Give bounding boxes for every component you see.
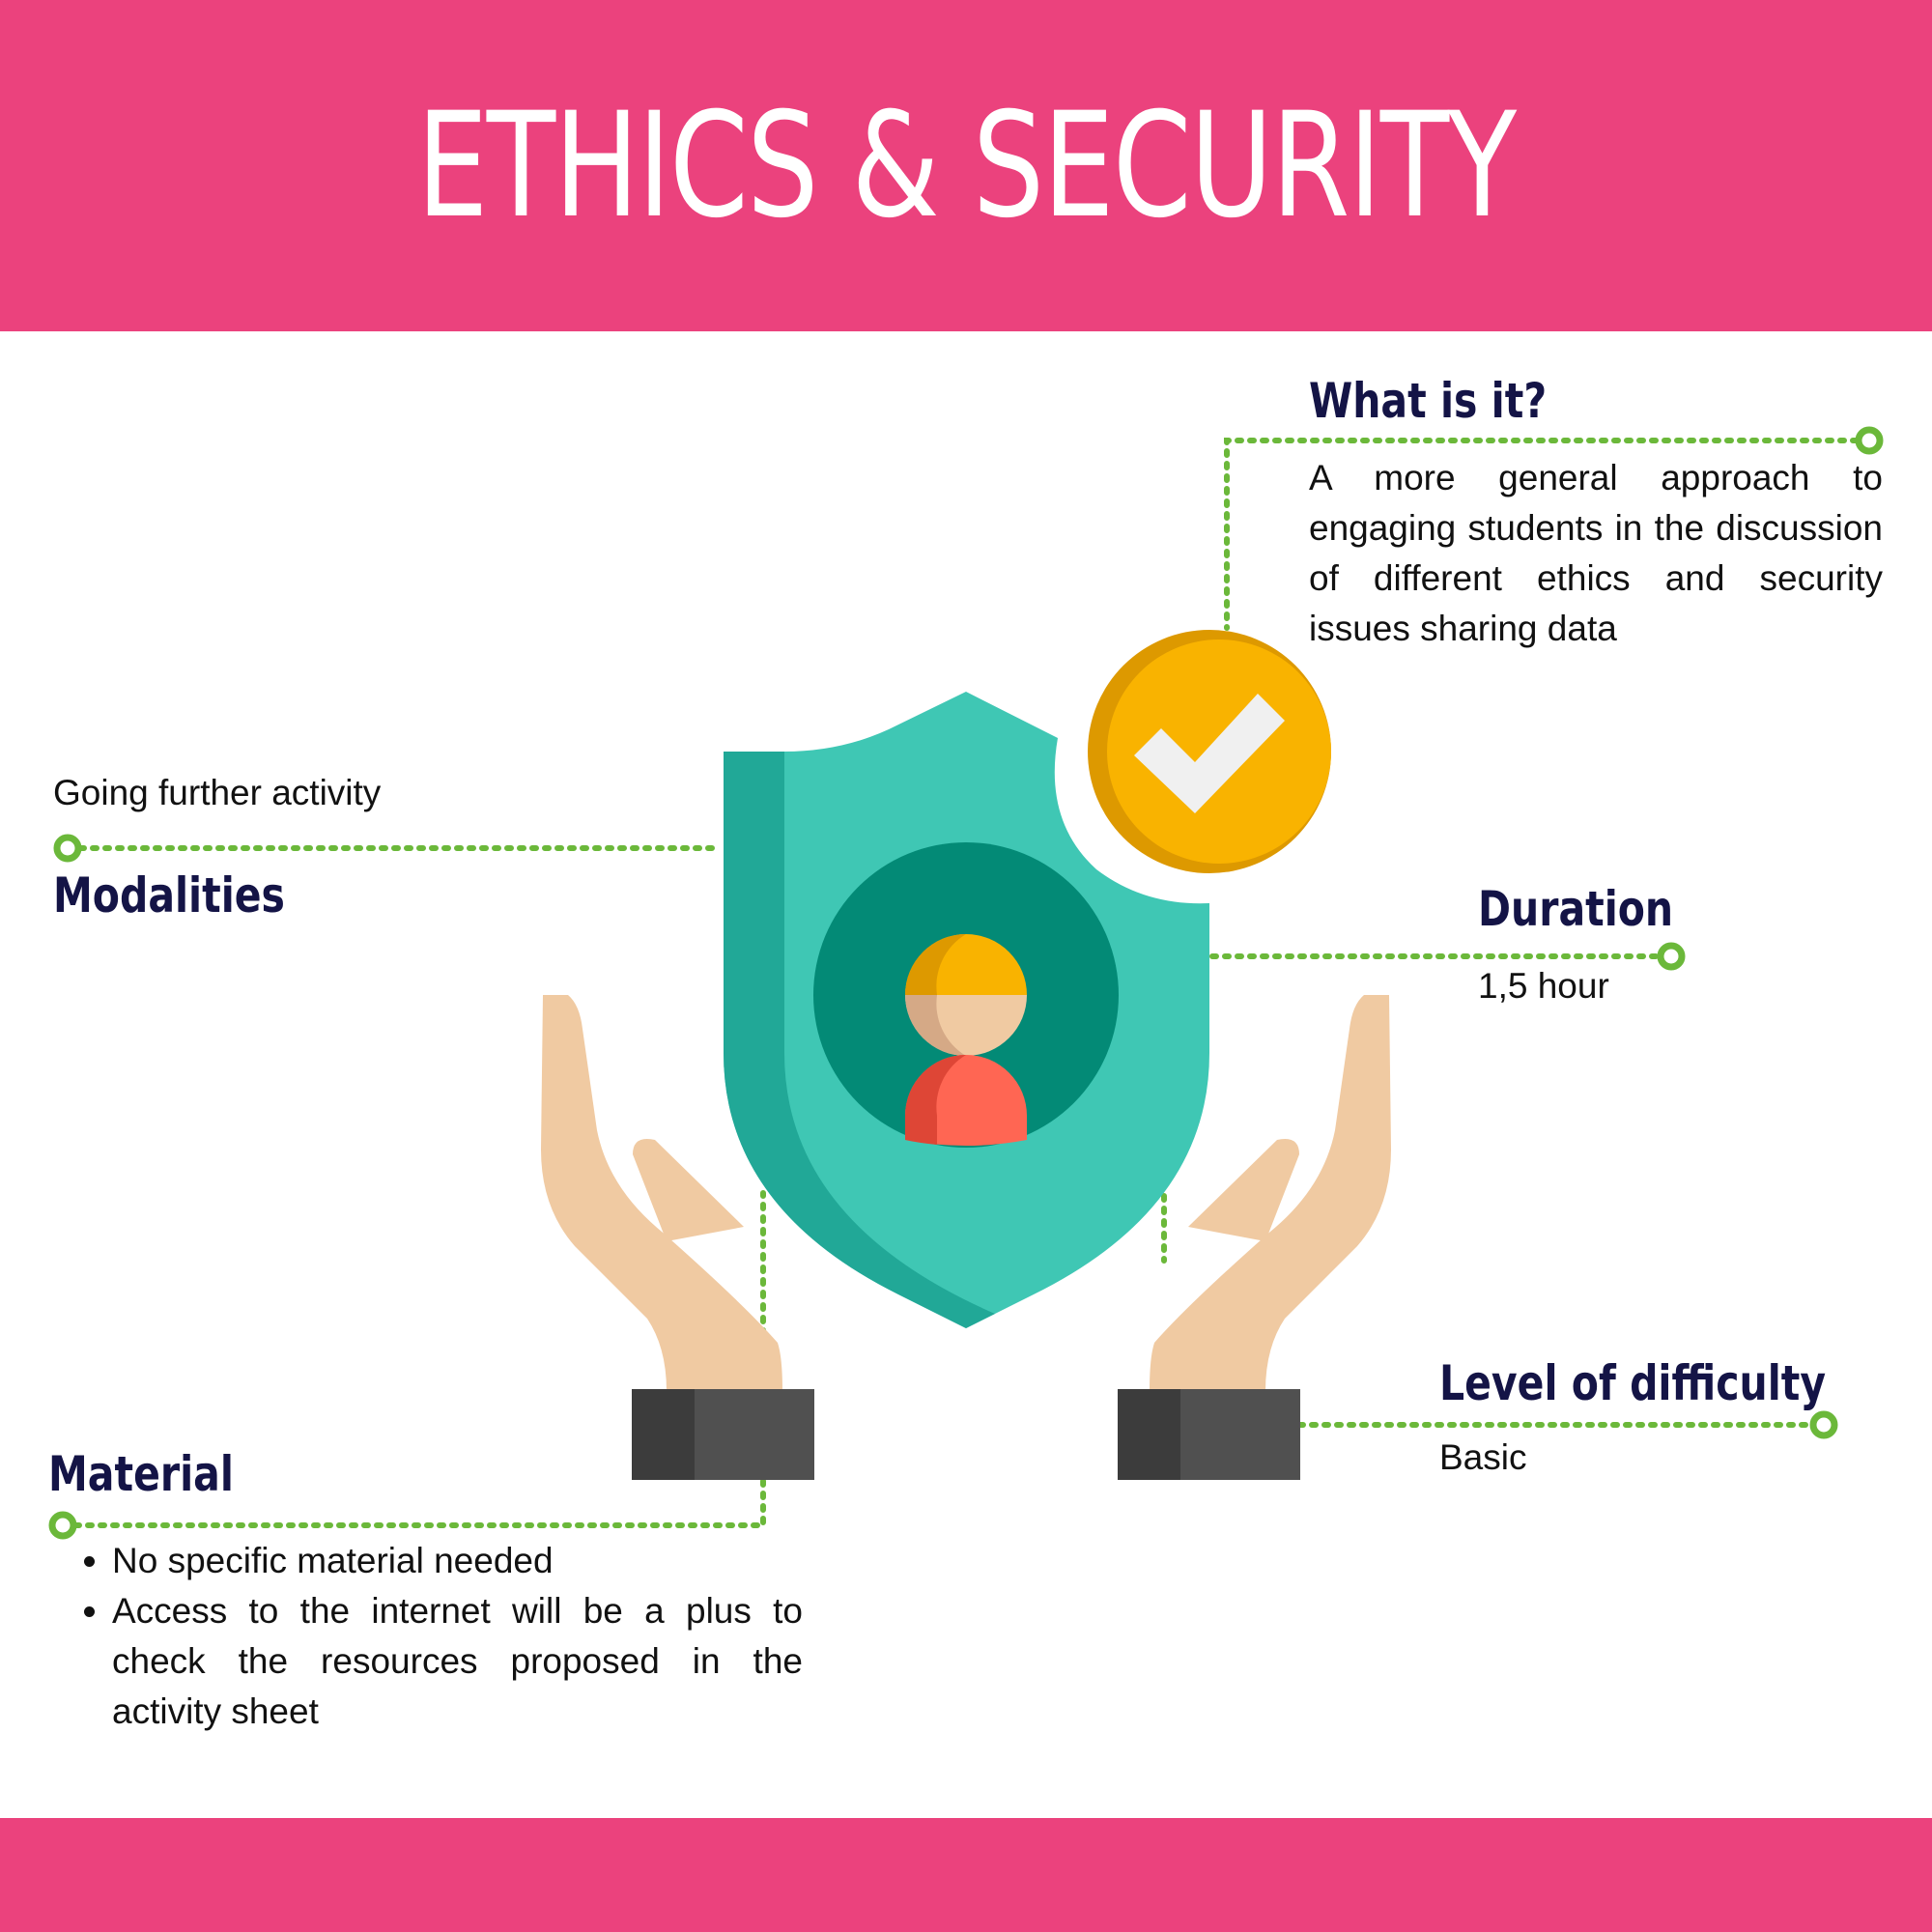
duration-heading: Duration <box>1478 881 1674 937</box>
footer-band <box>0 1818 1932 1932</box>
duration-text: 1,5 hour <box>1478 966 1609 1006</box>
connector-material <box>60 1190 766 1528</box>
connector-dot-duration <box>1657 942 1686 971</box>
difficulty-text: Basic <box>1439 1437 1527 1477</box>
modalities-heading: Modalities <box>53 867 285 923</box>
connector-lines <box>60 438 1872 1528</box>
list-item: Access to the internet will be a plus to… <box>112 1586 803 1737</box>
material-heading: Material <box>48 1446 234 1502</box>
connector-dot-difficulty <box>1809 1410 1838 1439</box>
person-icon <box>905 934 1027 1146</box>
shield-icon <box>724 692 1209 1328</box>
connector-dot-what-is-it <box>1855 426 1884 455</box>
left-hand <box>541 995 814 1480</box>
modalities-text: Going further activity <box>53 773 382 812</box>
connector-what-is-it <box>1224 438 1872 631</box>
connector-dot-material <box>48 1511 77 1540</box>
material-list: No specific material needed Access to th… <box>68 1536 803 1737</box>
connector-end-circles <box>48 426 1884 1540</box>
what-is-it-heading: What is it? <box>1309 373 1548 429</box>
list-item: No specific material needed <box>112 1536 803 1586</box>
what-is-it-text: A more general approach to engaging stud… <box>1309 458 1883 648</box>
checkmark-badge-icon <box>1088 630 1331 873</box>
difficulty-heading: Level of difficulty <box>1439 1355 1827 1411</box>
page-title: ETHICS & SECURITY <box>416 81 1517 250</box>
header-band <box>0 0 1932 331</box>
connector-dot-modalities <box>53 834 82 863</box>
right-hand <box>1118 995 1391 1480</box>
